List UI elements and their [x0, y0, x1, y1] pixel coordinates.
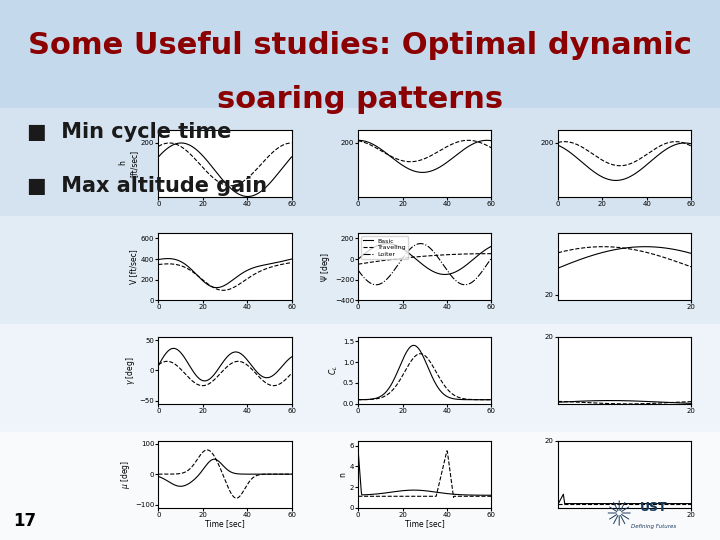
- Text: Defining Futures: Defining Futures: [631, 524, 676, 529]
- Line: Loiter: Loiter: [358, 244, 491, 285]
- X-axis label: Time [sec]: Time [sec]: [205, 519, 245, 528]
- Basic: [433, 270, 442, 276]
- Traveling: [474, 251, 483, 257]
- Text: soaring patterns: soaring patterns: [217, 85, 503, 114]
- Loiter: [354, 268, 363, 274]
- Basic: [467, 258, 476, 264]
- Loiter: [436, 258, 445, 264]
- Traveling: [354, 261, 362, 267]
- Traveling: [433, 252, 442, 259]
- Basic: [354, 255, 363, 262]
- Loiter: [467, 280, 476, 286]
- X-axis label: Time [sec]: Time [sec]: [405, 519, 445, 528]
- Text: UST: UST: [640, 501, 667, 514]
- Y-axis label: $\Psi$ [deg]: $\Psi$ [deg]: [319, 252, 332, 282]
- Basic: [383, 240, 392, 247]
- Bar: [0, 324, 720, 432]
- Y-axis label: $C_L$: $C_L$: [328, 366, 340, 375]
- Basic: [433, 270, 442, 276]
- Basic: [354, 256, 362, 262]
- Loiter: [487, 255, 495, 261]
- Loiter: [433, 254, 442, 260]
- Traveling: [433, 252, 441, 259]
- Loiter: [434, 255, 443, 261]
- Text: 17: 17: [13, 512, 36, 530]
- Text: ■  Min cycle time: ■ Min cycle time: [27, 122, 231, 143]
- Y-axis label: h
[ft/sec]: h [ft/sec]: [119, 150, 138, 177]
- Traveling: [436, 252, 444, 258]
- Loiter: [416, 240, 425, 247]
- Basic: [475, 251, 484, 257]
- Basic: [436, 271, 444, 277]
- Legend: Basic, Traveling, Loiter: Basic, Traveling, Loiter: [361, 237, 408, 259]
- Line: Basic: Basic: [358, 244, 491, 274]
- Y-axis label: V [ft/sec]: V [ft/sec]: [129, 249, 138, 284]
- Text: ■  Max altitude gain: ■ Max altitude gain: [27, 176, 267, 196]
- Y-axis label: $\gamma$ [deg]: $\gamma$ [deg]: [124, 356, 137, 385]
- Basic: [441, 271, 449, 278]
- Bar: [0, 108, 720, 216]
- Bar: [0, 432, 720, 540]
- Y-axis label: $\mu$ [deg]: $\mu$ [deg]: [119, 460, 132, 489]
- Loiter: [354, 267, 362, 273]
- Traveling: [466, 251, 474, 257]
- Line: Traveling: Traveling: [358, 254, 491, 264]
- Traveling: [354, 261, 363, 267]
- Traveling: [484, 251, 492, 257]
- Traveling: [487, 251, 495, 257]
- Bar: [0, 216, 720, 324]
- Bar: [0, 0, 720, 108]
- Loiter: [475, 271, 484, 278]
- Basic: [487, 243, 495, 249]
- Y-axis label: n: n: [338, 472, 347, 477]
- Loiter: [372, 281, 380, 288]
- Text: Some Useful studies: Optimal dynamic: Some Useful studies: Optimal dynamic: [28, 31, 692, 60]
